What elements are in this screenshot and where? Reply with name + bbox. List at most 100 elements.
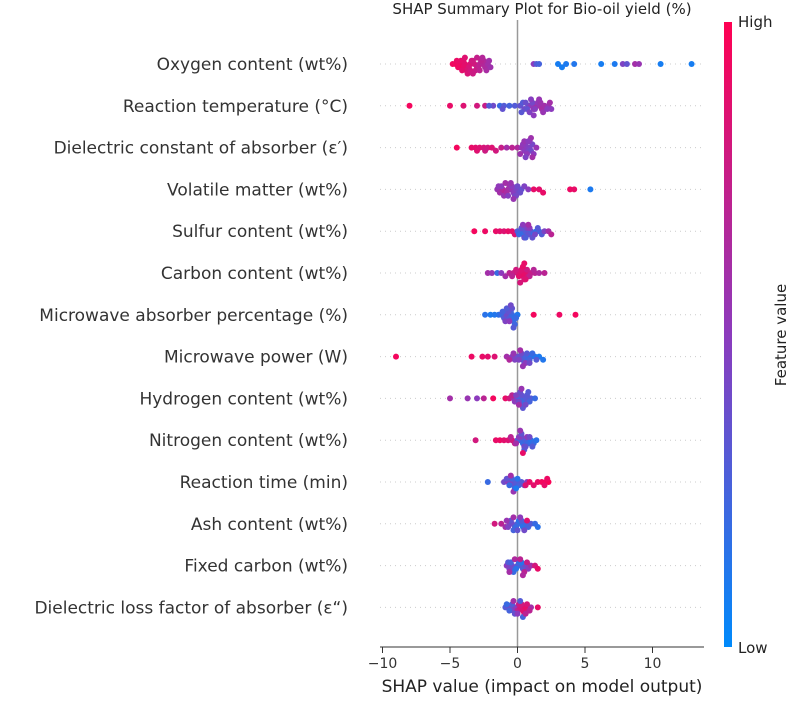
shap-point xyxy=(510,514,517,521)
shap-point xyxy=(510,598,517,604)
shap-point xyxy=(460,102,467,109)
shap-point xyxy=(532,231,538,238)
shap-point xyxy=(498,520,505,527)
shap-point xyxy=(510,196,517,202)
shap-point xyxy=(525,221,532,228)
shap-point xyxy=(518,109,525,116)
shap-point xyxy=(502,180,509,186)
shap-point xyxy=(522,401,529,408)
shap-point xyxy=(486,57,493,64)
feature-label: Reaction temperature (°C) xyxy=(123,97,348,117)
shap-point xyxy=(522,443,529,450)
shap-point xyxy=(526,273,533,280)
shap-point xyxy=(482,311,489,318)
shap-point xyxy=(540,109,547,116)
shap-point xyxy=(447,395,453,402)
shap-point xyxy=(519,450,526,456)
shap-point xyxy=(510,350,517,357)
feature-label: Carbon content (wt%) xyxy=(161,264,348,284)
shap-point xyxy=(623,61,630,67)
shap-point xyxy=(490,395,497,402)
shap-point xyxy=(468,57,475,64)
shap-point xyxy=(536,61,543,67)
shap-point xyxy=(498,270,505,276)
shap-point xyxy=(571,186,578,193)
shap-point xyxy=(496,228,503,235)
shap-point xyxy=(505,524,512,530)
shap-point xyxy=(517,347,524,354)
shap-point xyxy=(518,385,525,392)
shap-point xyxy=(513,485,520,492)
shap-point xyxy=(534,565,541,572)
shap-point xyxy=(530,186,537,193)
shap-point xyxy=(507,434,514,440)
shap-point xyxy=(548,231,555,238)
shap-point xyxy=(526,398,533,405)
shap-point xyxy=(488,144,495,151)
shap-point xyxy=(526,360,533,366)
shap-point xyxy=(501,228,507,235)
shap-point xyxy=(513,392,520,399)
shap-point xyxy=(534,524,541,530)
shap-point xyxy=(536,186,543,193)
shap-point xyxy=(529,443,536,450)
shap-point xyxy=(482,228,489,235)
shap-point xyxy=(514,527,521,534)
shap-point xyxy=(532,395,538,402)
x-tick-label: 5 xyxy=(581,656,590,672)
shap-point xyxy=(511,556,518,563)
shap-point xyxy=(490,102,497,109)
x-tick-label: −5 xyxy=(440,656,461,672)
shap-point xyxy=(521,527,528,534)
shap-point xyxy=(491,353,498,360)
shap-point xyxy=(525,138,532,145)
shap-point xyxy=(501,437,507,444)
shap-point xyxy=(476,67,483,74)
feature-label: Nitrogen content (wt%) xyxy=(149,431,348,451)
shap-point xyxy=(483,67,490,74)
shap-point xyxy=(529,350,536,357)
shap-point xyxy=(495,183,502,190)
shap-point xyxy=(522,99,529,106)
shap-point xyxy=(393,353,399,360)
shap-point xyxy=(506,102,513,109)
shap-point xyxy=(515,356,522,363)
shap-point xyxy=(533,356,540,363)
shap-point xyxy=(503,144,510,151)
feature-label: Oxygen content (wt%) xyxy=(157,55,348,75)
shap-point xyxy=(524,559,530,566)
shap-point xyxy=(534,604,541,611)
shap-point xyxy=(657,61,664,67)
colorbar-low-label: Low xyxy=(738,639,768,657)
shap-point xyxy=(688,61,695,67)
shap-point xyxy=(447,102,453,109)
shap-point xyxy=(548,106,555,112)
x-axis-ticks: −10 −5 0 5 10 xyxy=(368,647,661,672)
shap-point xyxy=(524,350,530,357)
data-points xyxy=(393,54,695,620)
shap-point xyxy=(536,270,543,276)
shap-point xyxy=(510,324,517,331)
shap-point xyxy=(541,482,548,489)
shap-point xyxy=(486,102,493,109)
shap-point xyxy=(524,517,530,524)
shap-point xyxy=(536,96,543,103)
shap-point xyxy=(517,279,524,286)
shap-point xyxy=(507,472,514,479)
feature-label: Dielectric loss factor of absorber (ε“) xyxy=(34,598,348,618)
shap-point xyxy=(526,109,533,116)
shap-point xyxy=(559,64,565,71)
feature-label: Reaction time (min) xyxy=(180,473,348,493)
colorbar-title: Feature value xyxy=(772,284,790,386)
shap-point xyxy=(530,112,537,119)
shap-point xyxy=(468,353,475,360)
shap-point xyxy=(530,482,537,489)
shap-point xyxy=(464,395,471,402)
chart-title: SHAP Summary Plot for Bio-oil yield (%) xyxy=(392,0,691,18)
shap-point xyxy=(517,151,524,157)
shap-point xyxy=(517,556,524,563)
shap-point xyxy=(511,102,518,109)
shap-point xyxy=(619,61,626,67)
